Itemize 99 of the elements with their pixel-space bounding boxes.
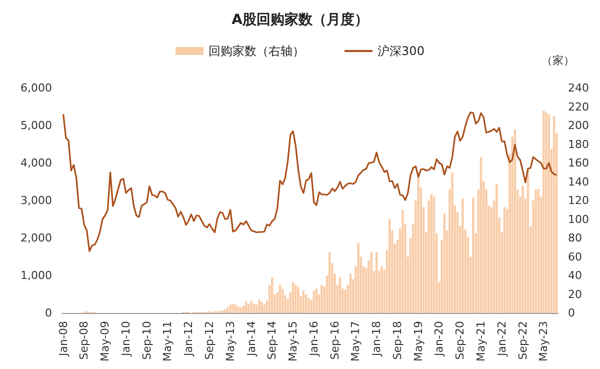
x-tick-label: Jan-10 (119, 321, 132, 357)
bar (328, 252, 331, 313)
y2-tick-label: 120 (568, 194, 589, 207)
y2-tick-label: 220 (568, 100, 589, 114)
bar (260, 302, 263, 313)
x-tick-label: May-19 (412, 321, 425, 362)
x-tick-label: Sep-20 (454, 321, 467, 360)
bar (503, 207, 506, 313)
x-tick-label: May-17 (349, 321, 362, 362)
y2-tick-label: 100 (568, 212, 589, 226)
bar (417, 174, 420, 313)
x-tick-label: Jan-20 (432, 321, 446, 357)
bar (370, 252, 372, 313)
bar (248, 304, 250, 313)
legend-label: 沪深300 (378, 44, 424, 58)
x-tick-label: Sep-14 (266, 321, 279, 360)
y2-tick-label: 240 (568, 82, 589, 94)
bar (229, 304, 232, 313)
y-tick-label: 1,000 (20, 269, 52, 282)
bar (480, 157, 482, 313)
bar (281, 288, 284, 313)
x-tick-label: Jan-22 (495, 321, 508, 357)
bar (292, 282, 294, 313)
x-tick-label: Sep-10 (140, 321, 154, 360)
y2-tick-label: 140 (568, 175, 589, 188)
bar (375, 252, 378, 313)
y-tick-label: 3,000 (20, 194, 52, 207)
bar (443, 214, 446, 313)
bar (402, 210, 404, 313)
y2-tick-label: 160 (568, 156, 589, 170)
bar (232, 304, 234, 313)
bar (338, 277, 342, 313)
bar (302, 290, 305, 313)
x-tick-label: May-23 (537, 321, 550, 362)
bar (226, 307, 229, 313)
bar (237, 306, 240, 313)
y2-tick-label: 80 (568, 232, 582, 244)
y-tick-label: 0 (45, 306, 52, 320)
bar (380, 266, 383, 313)
y2-tick-label: 20 (568, 288, 582, 301)
y-tick-label: 5,000 (20, 119, 52, 132)
y2-axis-title: （家） (542, 54, 574, 67)
bar (221, 310, 224, 313)
y-tick-label: 2,000 (20, 232, 52, 244)
x-tick-label: Jan-08 (56, 321, 70, 357)
x-tick-label: May-13 (224, 321, 237, 362)
x-tick-label: May-21 (474, 321, 488, 362)
bar (258, 300, 260, 313)
bar (320, 284, 323, 313)
bar (545, 112, 548, 313)
bar (263, 304, 266, 313)
x-tick-label: Sep-22 (516, 321, 530, 360)
y-tick-label: 6,000 (20, 82, 52, 94)
bar (537, 189, 540, 313)
bar (234, 304, 237, 313)
bar (451, 172, 454, 313)
bar (271, 277, 274, 313)
bar (250, 300, 252, 313)
bar (432, 196, 436, 313)
bar (522, 186, 524, 313)
x-tick-label: Sep-18 (390, 321, 404, 360)
chart-title: A股回购家数（月度） (232, 11, 368, 28)
bar (240, 307, 242, 313)
x-tick-label: Jan-16 (307, 321, 320, 357)
bar (430, 194, 432, 313)
bar (242, 306, 245, 313)
bar (308, 298, 310, 313)
x-tick-label: Sep-12 (202, 321, 216, 360)
bar (294, 284, 297, 313)
x-tick-label: Jan-14 (244, 321, 258, 357)
bar (315, 288, 318, 313)
bar (534, 189, 537, 313)
bar (542, 110, 545, 313)
bar (278, 284, 282, 313)
y2-tick-label: 60 (568, 250, 582, 264)
x-tick-label: May-11 (161, 321, 174, 362)
y2-tick-label: 200 (568, 119, 589, 132)
line-series (62, 112, 558, 252)
x-tick-label: Sep-16 (328, 321, 342, 360)
x-tick-label: Jan-18 (370, 321, 384, 357)
y2-tick-label: 0 (568, 306, 575, 320)
bar (472, 198, 474, 313)
x-tick-label: Jan-12 (182, 321, 196, 357)
bar (224, 309, 226, 313)
x-tick-label: May-15 (286, 321, 300, 362)
y-tick-label: 4,000 (20, 156, 52, 170)
bar (388, 219, 391, 313)
bar (312, 290, 316, 313)
x-tick-label: Sep-08 (78, 321, 91, 360)
bar (462, 198, 464, 313)
bar (349, 274, 352, 313)
bar (357, 242, 360, 313)
x-tick-label: May-09 (98, 321, 112, 362)
bar (297, 286, 300, 313)
bar (252, 304, 255, 313)
bar (496, 184, 498, 313)
y2-tick-label: 40 (568, 269, 582, 282)
legend-label: 回购家数（右轴） (208, 44, 305, 58)
y2-tick-label: 180 (568, 138, 589, 151)
